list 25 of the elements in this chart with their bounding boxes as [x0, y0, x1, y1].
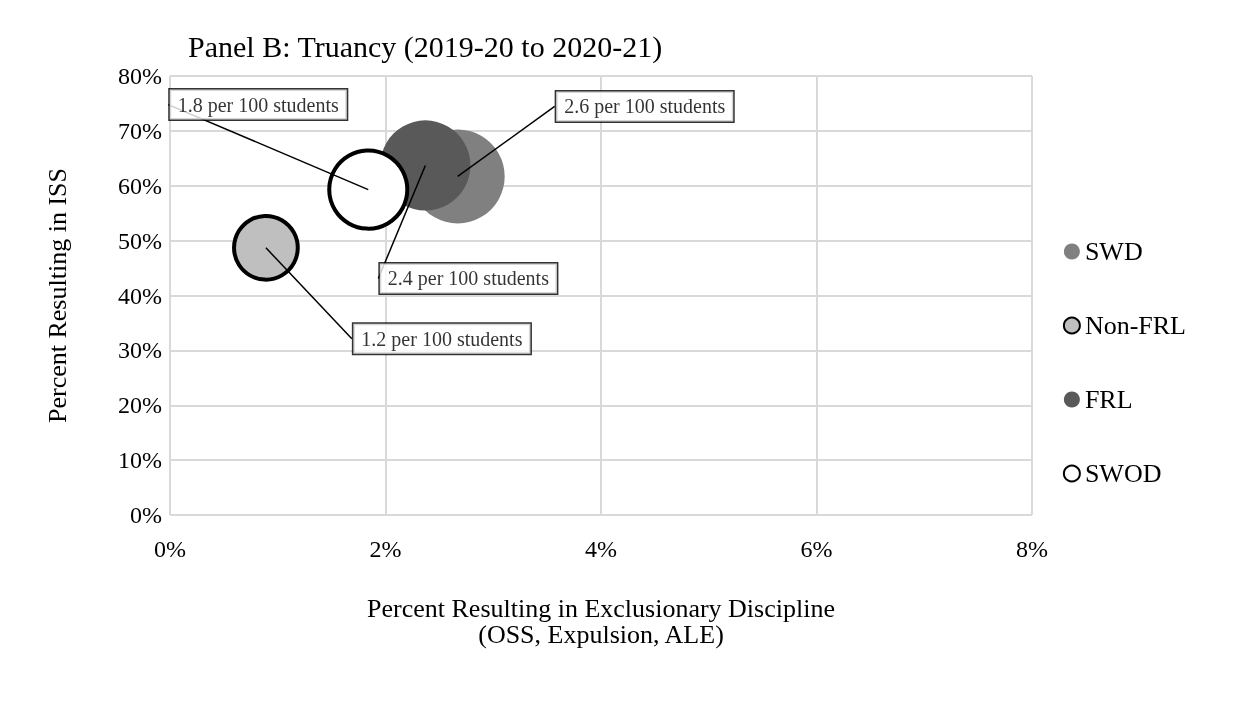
- x-tick-label: 2%: [369, 536, 402, 562]
- x-tick-label: 6%: [800, 536, 833, 562]
- y-tick-label: 0%: [130, 502, 162, 528]
- y-tick-label: 70%: [118, 117, 162, 144]
- chart-title: Panel B: Truancy (2019-20 to 2020-21): [188, 29, 663, 64]
- annotation: 1.8 per 100 students: [177, 93, 340, 117]
- annotation: 1.2 per 100 students: [361, 327, 523, 351]
- legend-label: SWD: [1084, 237, 1143, 266]
- y-tick-label: 60%: [118, 172, 162, 199]
- legend-label: Non-FRL: [1084, 311, 1187, 340]
- legend-label: FRL: [1084, 385, 1133, 414]
- x-axis-title: Percent Resulting in Exclusionary Discipline (OSS, Expulsion, ALE): [367, 593, 835, 649]
- y-tick-label: 80%: [118, 63, 162, 89]
- y-tick-label: 30%: [118, 337, 162, 364]
- y-tick-label: 50%: [118, 227, 162, 254]
- annotation: 2.6 per 100 students: [564, 95, 726, 119]
- legend-label: SWOD: [1084, 459, 1162, 488]
- x-tick-label: 8%: [1016, 536, 1048, 562]
- y-tick-label: 40%: [118, 282, 162, 309]
- y-tick-label: 10%: [118, 447, 162, 474]
- y-axis-title: Percent Resulting in ISS: [42, 168, 72, 423]
- x-tick-label: 0%: [154, 536, 186, 562]
- x-tick-label: 4%: [585, 536, 617, 562]
- annotation: 2.4 per 100 students: [387, 267, 550, 291]
- y-tick-label: 20%: [118, 392, 162, 419]
